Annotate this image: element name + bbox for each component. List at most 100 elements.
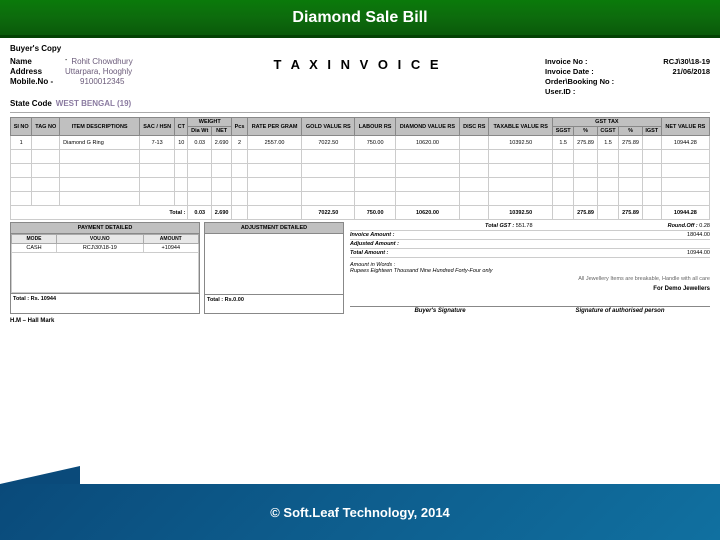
words-value: Rupees Eighteen Thousand Nine Hundred Fo… <box>350 268 492 274</box>
tot-labour: 750.00 <box>355 206 395 220</box>
order-label: Order\Booking No : <box>545 77 614 86</box>
totals-label: Total : <box>11 206 188 220</box>
page-title: Diamond Sale Bill <box>292 9 427 27</box>
buyer-info-block: Name - Rohit Chowdhury Address Uttarpara… <box>10 57 230 97</box>
table-row <box>11 178 710 192</box>
table-row <box>11 150 710 164</box>
tot-diawt: 0.03 <box>188 206 212 220</box>
col-netval: NET VALUE RS <box>661 118 709 136</box>
auth-signature: Signature of authorised person <box>530 306 710 314</box>
pay-voc: RCJ\30\18-19 <box>57 244 144 253</box>
col-rate: RATE PER GRAM <box>247 118 301 136</box>
tot-netval: 10944.28 <box>661 206 709 220</box>
adj-amt-label: Adjusted Amount : <box>350 241 399 247</box>
table-row <box>11 164 710 178</box>
invoice-meta-block: Invoice No : RCJ\30\18-19 Invoice Date : 2… <box>545 57 710 97</box>
col-weight: WEIGHT <box>188 118 232 127</box>
bottom-section: PAYMENT DETAILED MODE VOU.NO AMOUNT CASH… <box>10 222 710 314</box>
pay-mode: CASH <box>12 244 57 253</box>
cell-pcs: 2 <box>232 136 248 150</box>
col-taxable: TAXABLE VALUE RS <box>489 118 553 136</box>
invoice-title: T A X I N V O I C E <box>230 57 545 97</box>
col-hsn: SAC / HSN <box>140 118 175 136</box>
table-row: 1 Diamond G Ring 7-13 10 0.03 2.690 2 25… <box>11 136 710 150</box>
pay-amt: +10944 <box>143 244 198 253</box>
pay-h1: MODE <box>12 235 57 244</box>
tot-cgst: 275.89 <box>619 206 642 220</box>
summary-block: Total GST : 551.78 Round.Off : 0.28 Invo… <box>350 222 710 314</box>
cell-sgst: 1.5 <box>553 136 574 150</box>
col-desc: ITEM DESCRIPTIONS <box>60 118 140 136</box>
tot-amt-val: 10944.00 <box>687 250 710 256</box>
col-cgst-pct: % <box>619 127 642 136</box>
invdate-value: 21/06/2018 <box>672 67 710 76</box>
cell-cgst: 1.5 <box>597 136 619 150</box>
cell-netval: 10944.28 <box>661 136 709 150</box>
payment-total: Total : Rs. 10944 <box>11 293 199 304</box>
page-title-bar: Diamond Sale Bill <box>0 0 720 38</box>
buyer-name-value: Rohit Chowdhury <box>71 57 132 66</box>
adjustment-total: Total : Rs.0.00 <box>205 294 343 305</box>
col-diamond: DIAMOND VALUE RS <box>395 118 459 136</box>
round-label: Round.Off : <box>668 223 698 229</box>
col-cgst: CGST <box>597 127 619 136</box>
col-sgst: SGST <box>553 127 574 136</box>
cell-labour: 750.00 <box>355 136 395 150</box>
col-gold: GOLD VALUE RS <box>302 118 355 136</box>
payment-box: PAYMENT DETAILED MODE VOU.NO AMOUNT CASH… <box>10 222 200 314</box>
adjustment-box: ADJUSTMENT DETAILED Total : Rs.0.00 <box>204 222 344 314</box>
buyer-signature: Buyer's Signature <box>350 306 530 314</box>
col-netwt: NET <box>212 127 232 136</box>
payment-header: PAYMENT DETAILED <box>11 223 199 234</box>
for-label: For Demo Jewellers <box>350 286 710 292</box>
cell-tag <box>32 136 60 150</box>
cell-diawt: 0.03 <box>188 136 212 150</box>
cell-rate: 2557.00 <box>247 136 301 150</box>
col-labour: LABOUR RS <box>355 118 395 136</box>
cell-si: 1 <box>11 136 32 150</box>
separator <box>10 112 710 113</box>
state-code-row: State Code WEST BENGAL (19) <box>10 99 710 108</box>
buyer-mobile-value: 9100012345 <box>80 77 125 86</box>
col-diawt: Dia Wt <box>188 127 212 136</box>
col-sgst-pct: % <box>574 127 597 136</box>
tot-gold: 7022.50 <box>302 206 355 220</box>
buyers-copy-label: Buyer's Copy <box>10 44 710 53</box>
cell-disc <box>460 136 489 150</box>
col-ct: CT <box>175 118 188 136</box>
cell-netwt: 2.690 <box>212 136 232 150</box>
tot-amt-label: Total Amount : <box>350 250 388 256</box>
cell-hsn: 7-13 <box>140 136 175 150</box>
cell-gold: 7022.50 <box>302 136 355 150</box>
care-note: All Jewellery Items are breakable, Handl… <box>350 276 710 282</box>
table-row <box>11 192 710 206</box>
tot-sgst: 275.89 <box>574 206 597 220</box>
tot-netwt: 2.690 <box>212 206 232 220</box>
totals-row: Total : 0.03 2.690 7022.50 750.00 10620.… <box>11 206 710 220</box>
buyer-name-label: Name <box>10 57 65 66</box>
adjustment-header: ADJUSTMENT DETAILED <box>205 223 343 234</box>
buyer-mobile-label: Mobile.No - <box>10 77 80 86</box>
invdate-label: Invoice Date : <box>545 67 594 76</box>
invno-value: RCJ\30\18-19 <box>663 57 710 66</box>
items-table: SI NO TAG NO ITEM DESCRIPTIONS SAC / HSN… <box>10 117 710 220</box>
footer-text: © Soft.Leaf Technology, 2014 <box>270 505 450 520</box>
col-pcs: Pcs <box>232 118 248 136</box>
tot-taxable: 10392.50 <box>489 206 553 220</box>
round-val: 0.28 <box>699 223 710 229</box>
cell-sgst-amt: 275.89 <box>574 136 597 150</box>
cell-cgst-amt: 275.89 <box>619 136 642 150</box>
gst-label: Total GST : <box>485 223 514 229</box>
pay-h3: AMOUNT <box>143 235 198 244</box>
cell-ct: 10 <box>175 136 188 150</box>
col-si: SI NO <box>11 118 32 136</box>
pay-h2: VOU.NO <box>57 235 144 244</box>
cell-igst <box>642 136 661 150</box>
state-label: State Code <box>10 99 52 108</box>
col-tag: TAG NO <box>32 118 60 136</box>
cell-taxable: 10392.50 <box>489 136 553 150</box>
col-gst: GST TAX <box>553 118 662 127</box>
invoice-header-row: Name - Rohit Chowdhury Address Uttarpara… <box>10 57 710 97</box>
inv-amt-val: 18044.00 <box>687 232 710 238</box>
invno-label: Invoice No : <box>545 57 588 66</box>
